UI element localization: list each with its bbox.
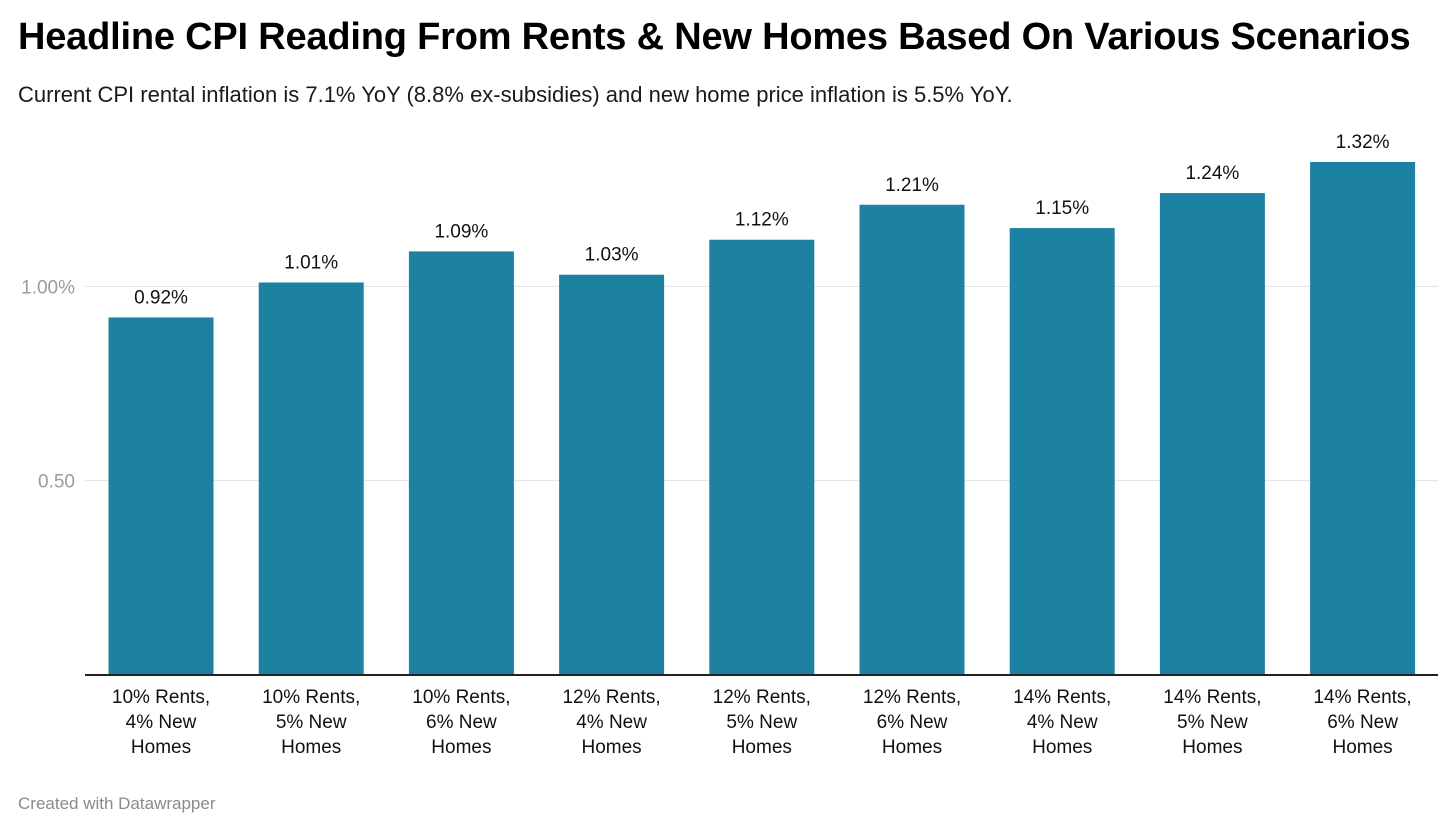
data-label: 1.32% — [1336, 132, 1390, 153]
x-tick-label: 12% Rents, 4% New Homes — [562, 687, 660, 758]
datawrapper-credit: Created with Datawrapper — [18, 794, 216, 813]
bar — [258, 282, 364, 675]
bar — [1159, 193, 1265, 675]
bar — [709, 239, 815, 675]
x-tick-label: 12% Rents, 5% New Homes — [713, 687, 811, 758]
data-label: 1.15% — [1035, 198, 1089, 219]
bar — [1009, 228, 1115, 675]
x-tick-label: 14% Rents, 6% New Homes — [1313, 687, 1411, 758]
x-tick-label: 10% Rents, 6% New Homes — [412, 687, 510, 758]
data-label: 0.92% — [134, 287, 188, 308]
chart-title: Headline CPI Reading From Rents & New Ho… — [18, 16, 1411, 58]
y-tick-label: 0.50 — [38, 472, 75, 493]
x-tick-label: 12% Rents, 6% New Homes — [863, 687, 961, 758]
data-label: 1.24% — [1185, 163, 1239, 184]
bar-chart: 0.50 1.00% 0.92% 10% Rents, 4% New Homes 1.01%… — [21, 132, 1438, 758]
x-tick-label: 14% Rents, 5% New Homes — [1163, 687, 1261, 758]
data-label: 1.09% — [434, 221, 488, 242]
bar — [1310, 162, 1416, 675]
bar — [108, 317, 214, 675]
bar — [859, 204, 965, 675]
bar — [408, 251, 514, 676]
data-label: 1.12% — [735, 210, 789, 231]
y-tick-label: 1.00% — [21, 277, 75, 298]
x-tick-label: 10% Rents, 5% New Homes — [262, 687, 360, 758]
x-tick-label: 14% Rents, 4% New Homes — [1013, 687, 1111, 758]
data-label: 1.03% — [585, 245, 639, 266]
chart-subtitle: Current CPI rental inflation is 7.1% YoY… — [18, 82, 1013, 107]
bar — [559, 274, 665, 675]
x-tick-label: 10% Rents, 4% New Homes — [112, 687, 210, 758]
data-label: 1.01% — [284, 252, 338, 273]
data-label: 1.21% — [885, 175, 939, 196]
